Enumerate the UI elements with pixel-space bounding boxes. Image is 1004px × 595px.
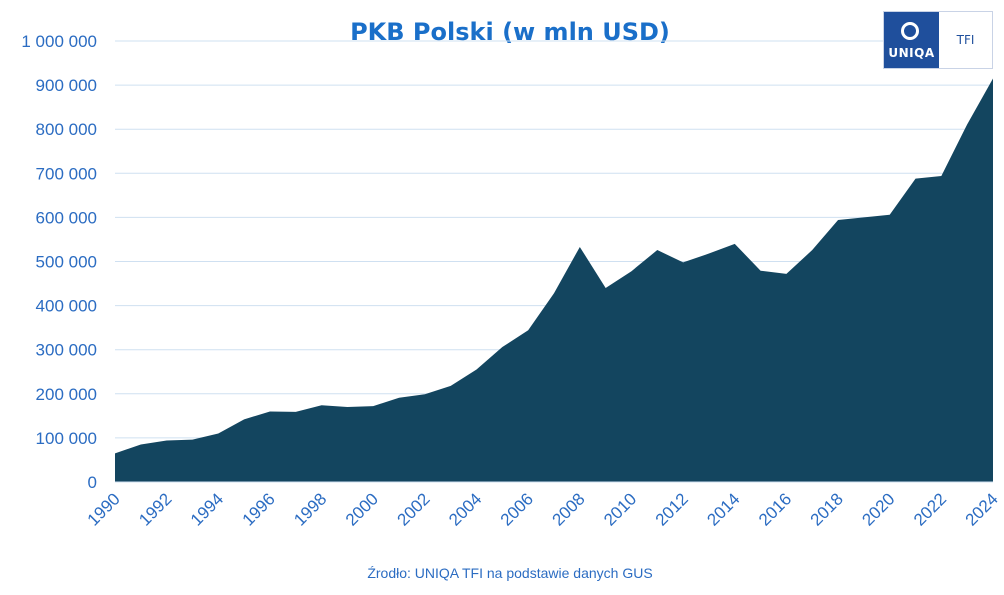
source-note: Źrodło: UNIQA TFI na podstawie danych GU… xyxy=(367,565,652,581)
logo-mark: UNIQA xyxy=(884,12,939,68)
y-tick-label: 400 000 xyxy=(36,297,97,316)
x-tick-label: 2016 xyxy=(755,489,795,529)
x-tick-label: 1994 xyxy=(187,489,227,529)
chart-title: PKB Polski (w mln USD) xyxy=(350,18,670,46)
y-tick-label: 500 000 xyxy=(36,253,97,272)
y-axis-ticks: 0 100 000 200 000 300 000 400 000 500 000 600 … xyxy=(21,32,97,492)
x-tick-label: 2014 xyxy=(703,489,743,529)
x-tick-label: 2000 xyxy=(342,489,382,529)
x-tick-label: 2012 xyxy=(652,489,692,529)
x-tick-label: 1998 xyxy=(290,489,330,529)
x-tick-label: 2006 xyxy=(497,489,537,529)
uniqa-tfi-logo: UNIQA TFI xyxy=(883,11,993,69)
y-tick-label: 0 xyxy=(88,473,97,492)
x-tick-label: 2008 xyxy=(548,489,588,529)
y-tick-label: 700 000 xyxy=(36,164,97,183)
y-tick-label: 1 000 000 xyxy=(21,32,97,51)
x-axis-ticks: 1990 1992 1994 1996 1998 2000 2002 2004 2006 2008… xyxy=(84,489,1002,529)
y-tick-label: 300 000 xyxy=(36,341,97,360)
x-tick-label: 1996 xyxy=(239,489,279,529)
logo-brand: UNIQA xyxy=(888,46,935,60)
x-tick-label: 1992 xyxy=(135,489,175,529)
area-series xyxy=(115,78,993,483)
x-tick-label: 2018 xyxy=(807,489,847,529)
y-tick-label: 600 000 xyxy=(36,208,97,227)
logo-ring-icon xyxy=(901,22,919,40)
y-tick-label: 800 000 xyxy=(36,120,97,139)
x-tick-label: 1990 xyxy=(84,489,124,529)
x-tick-label: 2002 xyxy=(394,489,434,529)
x-tick-label: 2004 xyxy=(445,489,485,529)
logo-suffix: TFI xyxy=(939,12,992,68)
gdp-area xyxy=(115,78,993,482)
y-tick-label: 100 000 xyxy=(36,429,97,448)
x-tick-label: 2022 xyxy=(910,489,950,529)
y-tick-label: 200 000 xyxy=(36,385,97,404)
x-tick-label: 2010 xyxy=(600,489,640,529)
x-tick-label: 2020 xyxy=(858,489,898,529)
x-tick-label: 2024 xyxy=(962,489,1002,529)
y-tick-label: 900 000 xyxy=(36,76,97,95)
